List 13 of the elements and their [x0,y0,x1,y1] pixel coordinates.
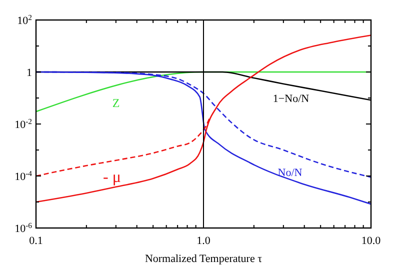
series-label: 1−No/N [272,93,310,105]
x-tick-label: 1.0 [196,235,211,247]
y-tick-label: 10$^{-2}$ [14,116,32,131]
x-tick-label: 10.0 [361,235,382,247]
series-label: Z [112,96,120,110]
y-tick-label: 10$^{-6}$ [14,220,32,235]
y-tick-label: 10$^{-4}$ [14,168,32,183]
series-label: No/N [278,167,302,179]
x-tick-label: 0.1 [29,235,43,247]
x-axis-title: Normalized Temperature τ [144,253,263,265]
y-tick-label: 1 [26,67,32,79]
y-tick-label: 10$^{2}$ [17,12,32,27]
series-label: - μ [103,169,121,186]
